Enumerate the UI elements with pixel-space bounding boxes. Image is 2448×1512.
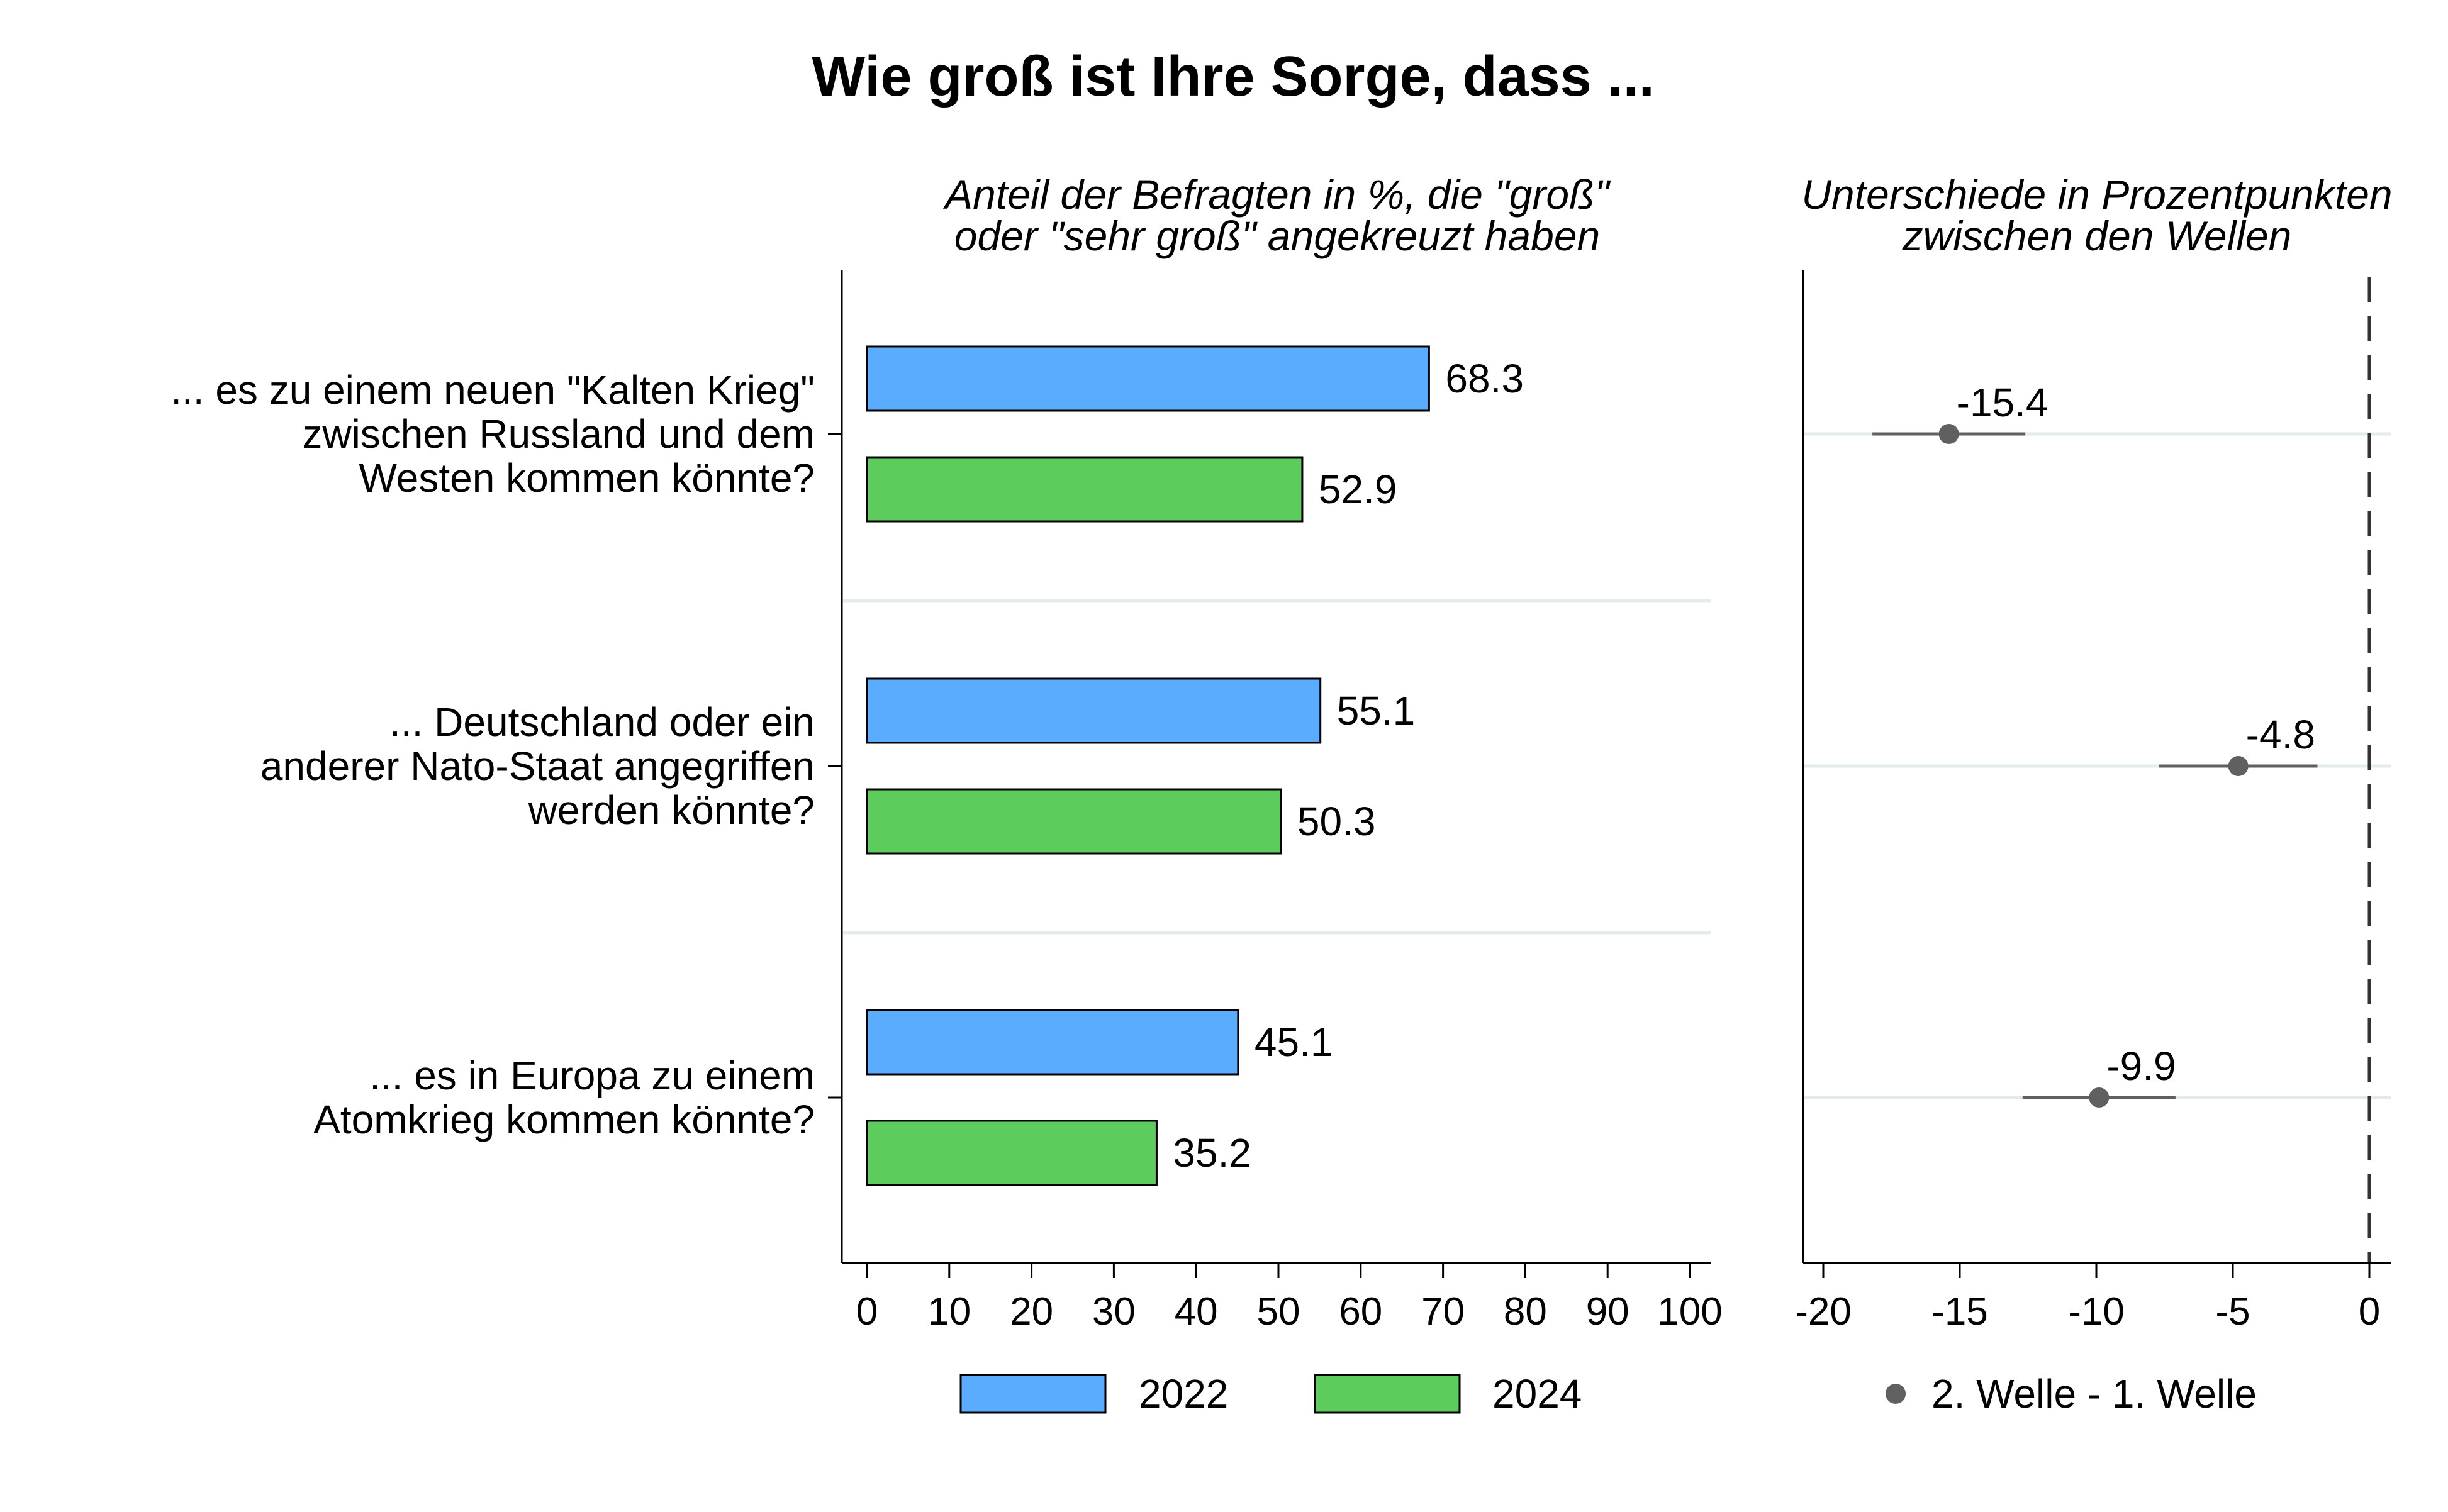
category-label-line: ... es in Europa zu einem (369, 1053, 815, 1098)
panel2-subtitle-line: Unterschiede in Prozentpunkten (1801, 171, 2392, 218)
panel1-x-tick-label: 20 (1010, 1290, 1053, 1333)
bar-value-label: 55.1 (1337, 688, 1416, 733)
diff-point (1938, 424, 1959, 444)
legend-swatch-2022 (959, 1374, 1107, 1414)
category-label-line: werden könnte? (528, 787, 815, 833)
panel1-x-tick-label: 10 (927, 1290, 971, 1333)
panel1-subtitle-line: Anteil der Befragten in %, die "groß" (942, 171, 1611, 218)
diff-value-label: -4.8 (2246, 712, 2315, 757)
bar-2024 (866, 788, 1282, 855)
bar-2024 (866, 1120, 1158, 1186)
category-label-line: anderer Nato-Staat angegriffen (260, 743, 815, 789)
bar-value-label: 50.3 (1297, 799, 1376, 844)
legend-label-2024: 2024 (1492, 1371, 1582, 1416)
bar-2022 (866, 1009, 1239, 1076)
bar-value-label: 45.1 (1255, 1020, 1333, 1065)
panel2-x-tick-label: -10 (2068, 1290, 2125, 1333)
category-label-line: ... es zu einem neuen "Kalten Krieg" (170, 367, 815, 413)
panel1-x-tick-label: 60 (1339, 1290, 1382, 1333)
panel2-x-tick-label: -20 (1795, 1290, 1852, 1333)
bar-2022 (866, 677, 1322, 744)
bar-value-label: 52.9 (1319, 467, 1397, 512)
panel1-subtitle-line: oder "sehr groß" angekreuzt haben (954, 213, 1600, 259)
panel2-x-tick-label: -15 (1931, 1290, 1988, 1333)
category-label-line: ... Deutschland oder ein (389, 699, 815, 745)
diff-point (2089, 1087, 2110, 1108)
panel1-x-tick-label: 70 (1421, 1290, 1465, 1333)
diff-value-label: -9.9 (2106, 1043, 2176, 1089)
legend-label-diff: 2. Welle - 1. Welle (1931, 1371, 2257, 1416)
bar-value-label: 35.2 (1173, 1130, 1251, 1176)
legend-label-2022: 2022 (1139, 1371, 1228, 1416)
panel2-x-tick-label: 0 (2359, 1290, 2380, 1333)
panel1-x-tick-label: 90 (1586, 1290, 1629, 1333)
chart-title: Wie groß ist Ihre Sorge, dass ... (812, 45, 1655, 108)
panel1-x-tick-label: 50 (1257, 1290, 1300, 1333)
bar-value-label: 68.3 (1445, 356, 1524, 401)
panel2-subtitle-line: zwischen den Wellen (1902, 213, 2292, 259)
panel1-x-tick-label: 80 (1504, 1290, 1547, 1333)
legend-swatch-2024 (1314, 1374, 1461, 1414)
panel1-x-tick-label: 30 (1092, 1290, 1136, 1333)
legend-marker-diff (1886, 1384, 1906, 1404)
category-label-line: Westen kommen könnte? (359, 455, 815, 501)
panel2-x-tick-label: -5 (2215, 1290, 2250, 1333)
panel1-x-tick-label: 40 (1175, 1290, 1218, 1333)
panel1-x-tick-label: 0 (856, 1290, 878, 1333)
bar-2024 (866, 456, 1304, 523)
category-label-line: Atomkrieg kommen könnte? (313, 1097, 815, 1142)
panel1-x-tick-label: 100 (1657, 1290, 1722, 1333)
bar-2022 (866, 345, 1430, 412)
diff-point (2228, 756, 2249, 776)
diff-value-label: -15.4 (1957, 380, 2048, 425)
category-label-line: zwischen Russland und dem (302, 411, 815, 457)
